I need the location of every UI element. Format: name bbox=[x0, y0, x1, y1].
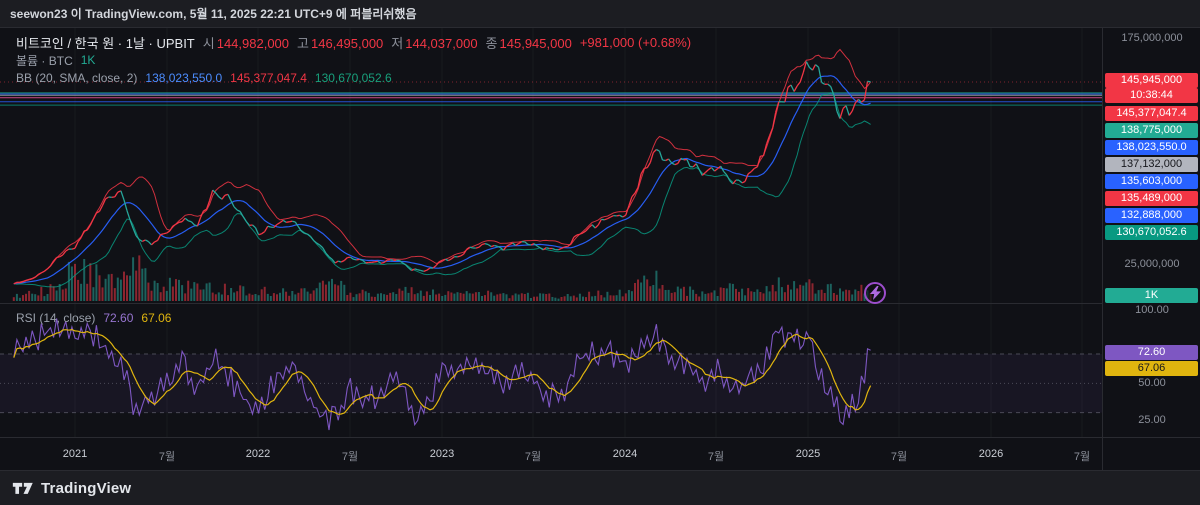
rsi-axis-tick: 100.00 bbox=[1135, 304, 1169, 316]
tradingview-logo-icon bbox=[12, 482, 33, 494]
bb-legend-label: BB (20, SMA, close, 2) bbox=[16, 71, 138, 85]
rsi-line bbox=[13, 318, 871, 431]
tradingview-logo[interactable]: TradingView bbox=[12, 479, 131, 497]
rsi-ma-value-tag: 67.06 bbox=[1105, 361, 1198, 376]
rsi-axis-tick: 25.00 bbox=[1138, 414, 1166, 426]
bb-lower-value-tag: 130,670,052.6 bbox=[1105, 225, 1198, 240]
rsi-axis-tick: 50.00 bbox=[1138, 377, 1166, 389]
volume-legend-label: 볼륨 · BTC bbox=[16, 53, 73, 68]
time-axis[interactable]: 2021 7월 2022 7월 2023 7월 2024 7월 2025 7월 2026 7월 bbox=[0, 437, 1102, 470]
rsi-plot bbox=[0, 318, 1102, 431]
ohlc-open: 시 144,982,000 bbox=[202, 35, 290, 51]
price-level-tag: 135,489,000 bbox=[1105, 191, 1198, 206]
price-level-tag: 137,132,000 bbox=[1105, 157, 1198, 172]
price-axis-tick: 25,000,000 bbox=[1124, 258, 1180, 270]
footer-bar: TradingView bbox=[0, 470, 1200, 505]
volume-legend-row[interactable]: 볼륨 · BTC 1K bbox=[16, 51, 691, 69]
bb-upper-band-line bbox=[13, 48, 872, 285]
tradingview-logo-text: TradingView bbox=[41, 479, 132, 497]
time-axis-label: 7월 bbox=[524, 451, 542, 463]
price-axis-tick: 175,000,000 bbox=[1121, 32, 1183, 44]
bb-basis-value-tag: 138,023,550.0 bbox=[1105, 140, 1198, 155]
rsi-legend-row[interactable]: RSI (14, close) 72.60 67.06 bbox=[16, 309, 171, 327]
price-level-tag: 138,775,000 bbox=[1105, 123, 1198, 138]
bb-lower-value: 130,670,052.6 bbox=[314, 71, 392, 85]
ohlc-close: 종 145,945,000 bbox=[485, 35, 572, 51]
rsi-ma-line bbox=[13, 328, 872, 415]
time-axis-label: 7월 bbox=[341, 451, 359, 463]
bb-upper-value-tag: 145,377,047.4 bbox=[1105, 106, 1198, 121]
publish-info-text: seewon23 이 TradingView.com, 5월 11, 2025 … bbox=[10, 7, 417, 21]
grid-lines bbox=[74, 28, 1083, 437]
time-axis-separator bbox=[0, 437, 1200, 438]
symbol-title[interactable]: 비트코인 / 한국 원 · 1날 · UPBIT bbox=[16, 35, 195, 51]
bb-legend-row[interactable]: BB (20, SMA, close, 2) 138,023,550.0 145… bbox=[16, 69, 691, 87]
lightning-boost-button[interactable] bbox=[864, 282, 886, 304]
bb-basis-value: 138,023,550.0 bbox=[145, 71, 223, 85]
time-axis-label: 2024 bbox=[612, 448, 638, 460]
time-axis-label: 7월 bbox=[890, 451, 908, 463]
publish-info-bar: seewon23 이 TradingView.com, 5월 11, 2025 … bbox=[0, 0, 1200, 28]
time-axis-label: 7월 bbox=[707, 451, 725, 463]
current-price-tag: 145,945,000 bbox=[1105, 73, 1198, 88]
rsi-value: 72.60 bbox=[103, 311, 134, 325]
price-change: +981,000 (+0.68%) bbox=[579, 34, 692, 50]
time-axis-label: 7월 bbox=[158, 451, 176, 463]
time-axis-label: 7월 bbox=[1073, 451, 1091, 463]
time-axis-label: 2026 bbox=[978, 448, 1004, 460]
bb-basis-line bbox=[13, 75, 871, 285]
bar-close-countdown-tag: 10:38:44 bbox=[1105, 88, 1198, 103]
time-axis-label: 2021 bbox=[62, 448, 88, 460]
rsi-legend-label: RSI (14, close) bbox=[16, 311, 96, 325]
time-axis-label: 2022 bbox=[245, 448, 271, 460]
volume-histogram bbox=[12, 255, 872, 301]
ohlc-low: 저 144,037,000 bbox=[391, 35, 478, 51]
alert-price-lines bbox=[0, 81, 1102, 106]
rsi-ma-value: 67.06 bbox=[141, 311, 172, 325]
candle-price-series bbox=[13, 61, 871, 285]
price-level-tag: 132,888,000 bbox=[1105, 208, 1198, 223]
ohlc-high: 고 146,495,000 bbox=[297, 35, 384, 51]
bb-upper-value: 145,377,047.4 bbox=[230, 71, 307, 85]
volume-legend-value: 1K bbox=[80, 53, 96, 67]
price-axis-separator bbox=[1102, 28, 1103, 470]
volume-axis-tag: 1K bbox=[1105, 288, 1198, 303]
rsi-legend: RSI (14, close) 72.60 67.06 bbox=[16, 309, 171, 327]
time-axis-label: 2025 bbox=[795, 448, 821, 460]
price-level-tag: 135,603,000 bbox=[1105, 174, 1198, 189]
lightning-icon bbox=[869, 286, 881, 300]
pane-separator[interactable] bbox=[0, 303, 1200, 304]
time-axis-label: 2023 bbox=[429, 448, 455, 460]
rsi-value-tag: 72.60 bbox=[1105, 345, 1198, 360]
